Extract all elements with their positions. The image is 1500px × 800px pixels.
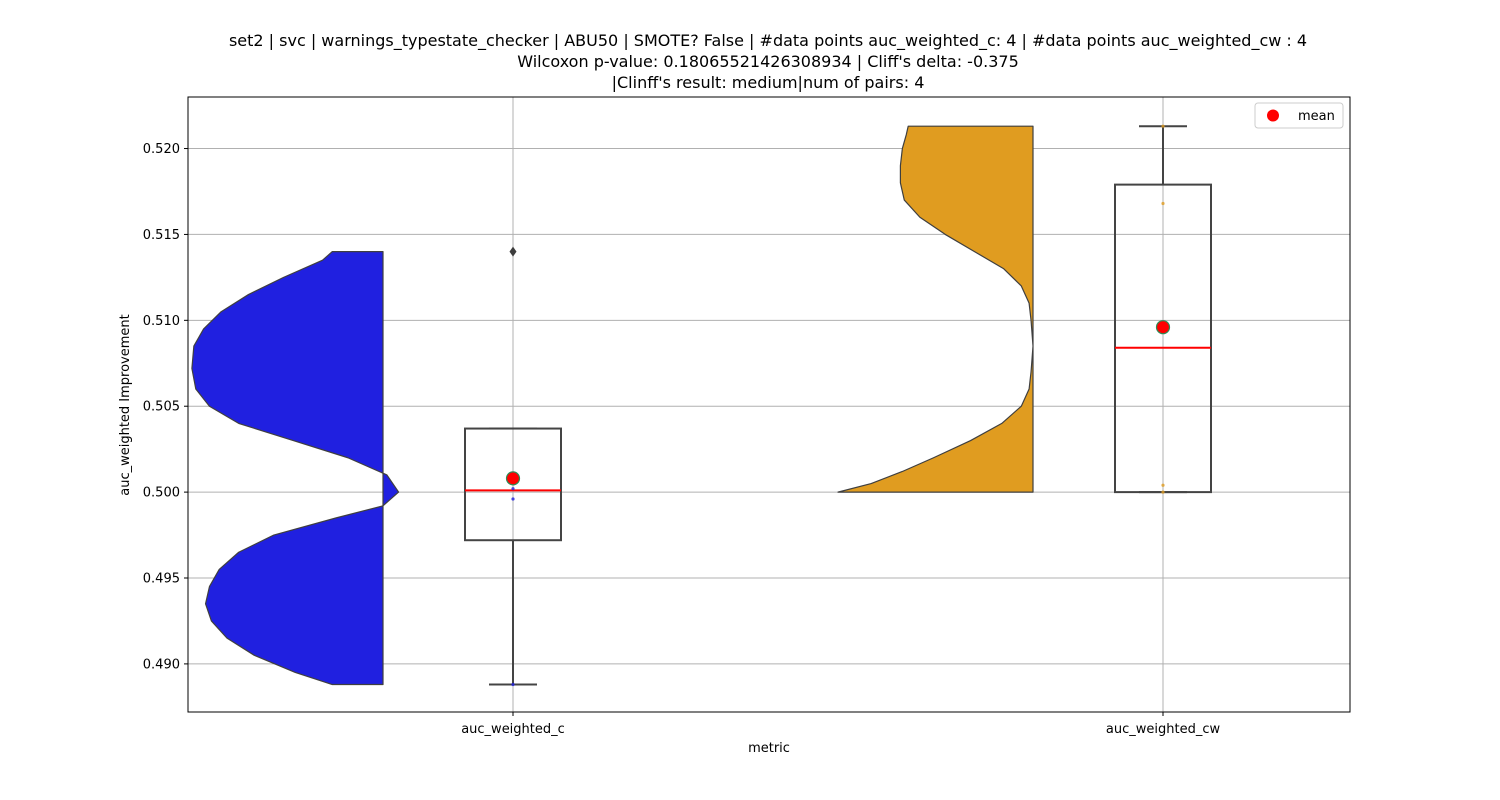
mean-marker	[505, 471, 521, 486]
data-point	[511, 487, 515, 491]
y-axis-label: auc_weighted Improvement	[118, 314, 133, 496]
data-point	[511, 682, 515, 687]
legend-mean-marker	[1267, 109, 1279, 122]
axis-ticks: 0.490 0.495 0.500 0.505 0.510 0.515 0.520 auc_w…	[143, 142, 1221, 737]
y-tick-label: 0.515	[143, 228, 180, 243]
data-point	[1161, 483, 1165, 487]
x-axis-label: metric	[748, 741, 790, 756]
x-tick-label: auc_weighted_cw	[1106, 722, 1221, 737]
plot-frame	[187, 96, 1351, 713]
boxplot-auc_weighted_cw	[1114, 124, 1212, 494]
violins	[191, 125, 1034, 686]
data-point	[1161, 124, 1165, 128]
legend-box	[1254, 102, 1344, 129]
chart-title-line-2: Wilcoxon p-value: 0.18065521426308934 | …	[517, 52, 1019, 71]
legend: mean	[1254, 102, 1344, 129]
y-tick-label: 0.520	[143, 142, 180, 157]
x-tick-label: auc_weighted_c	[461, 722, 565, 737]
violin-auc_weighted_c	[191, 251, 400, 686]
legend-mean-label: mean	[1298, 109, 1335, 124]
chart-title-line-3: |Clinff's result: medium|num of pairs: 4	[612, 73, 925, 92]
boxplot-auc_weighted_c	[464, 246, 562, 687]
box-iqr	[464, 427, 562, 542]
chart-title-line-1: set2 | svc | warnings_typestate_checker …	[229, 31, 1307, 51]
mean-marker	[1155, 320, 1171, 335]
data-point	[511, 497, 515, 501]
y-tick-label: 0.500	[143, 486, 180, 501]
data-point	[1161, 490, 1165, 494]
y-tick-label: 0.505	[143, 400, 180, 415]
data-point	[1161, 201, 1165, 206]
y-tick-label: 0.510	[143, 314, 180, 329]
violin-auc_weighted_cw	[837, 125, 1034, 493]
outlier-marker	[509, 246, 517, 257]
y-tick-label: 0.495	[143, 572, 180, 587]
boxplots	[464, 124, 1212, 687]
y-tick-label: 0.490	[143, 657, 180, 672]
